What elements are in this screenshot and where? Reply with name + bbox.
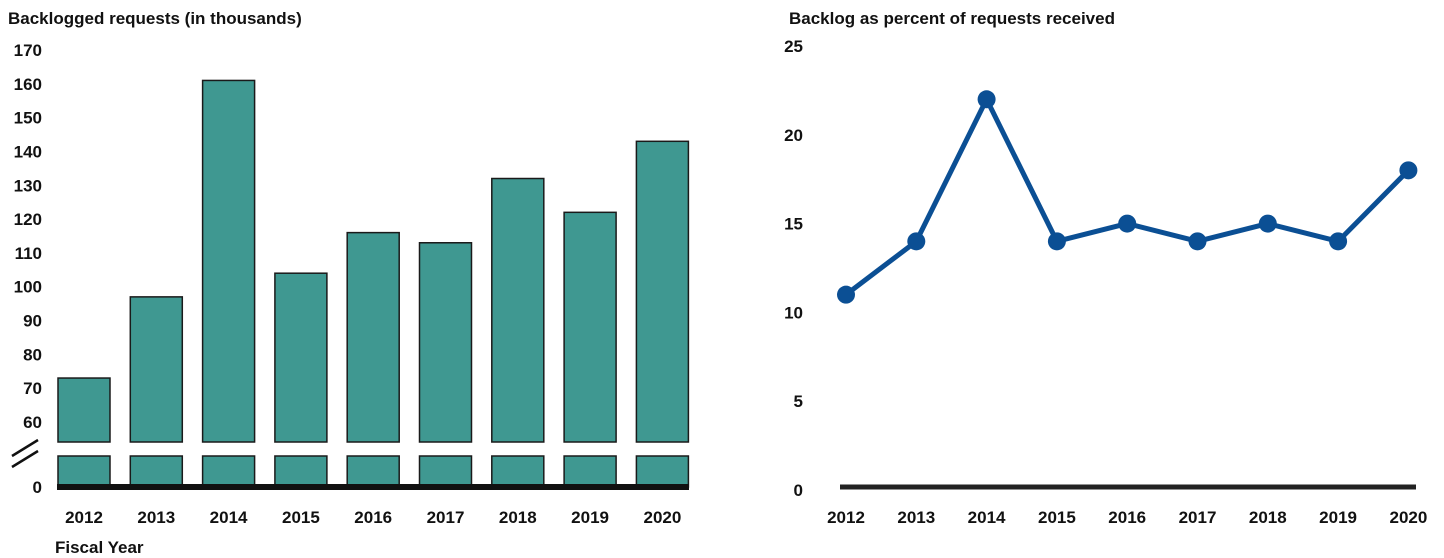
bar-2019-lower [563,455,617,488]
y-tick-label: 0 [794,481,803,500]
point-2019 [1329,232,1348,251]
bar-2017-lower [418,455,473,488]
x-tick-label: 2018 [1249,508,1287,527]
bar-2012-lower [57,455,111,488]
y-tick-label: 100 [14,278,42,297]
bar-2015-lower [274,455,328,488]
line-chart-title: Backlog as percent of requests received [789,9,1115,28]
point-2013 [907,232,926,251]
point-2017 [1188,232,1207,251]
bar-2019 [563,211,617,443]
bar-chart-title: Backlogged requests (in thousands) [8,9,302,28]
y-tick-label: 150 [14,109,42,128]
y-tick-label: 90 [23,312,42,331]
bar-2018 [491,177,545,443]
line-chart-series [837,90,1418,304]
point-2020 [1399,161,1418,180]
x-tick-label: 2012 [65,508,103,527]
x-tick-label: 2017 [1179,508,1217,527]
line-chart: Backlog as percent of requests received … [784,9,1427,527]
y-tick-label: 0 [33,478,42,497]
axis-break-marker [11,438,39,469]
x-tick-label: 2014 [968,508,1006,527]
y-tick-label: 5 [794,392,803,411]
y-tick-label: 25 [784,37,803,56]
x-tick-label: 2019 [1319,508,1357,527]
y-tick-label: 160 [14,75,42,94]
bar-2017 [418,242,473,443]
x-tick-label: 2013 [137,508,175,527]
x-tick-label: 2016 [354,508,392,527]
x-tick-label: 2014 [210,508,248,527]
x-tick-label: 2013 [897,508,935,527]
x-tick-label: 2012 [827,508,865,527]
point-2014 [977,90,996,109]
y-tick-label: 60 [23,413,42,432]
point-2018 [1258,214,1277,233]
bar-2020 [635,140,690,443]
y-tick-label: 170 [14,41,42,60]
y-tick-label: 70 [23,379,42,398]
bar-2013 [129,296,184,443]
y-tick-label: 20 [784,126,803,145]
x-tick-label: 2017 [427,508,465,527]
y-tick-label: 110 [15,244,42,263]
x-tick-label: 2018 [499,508,537,527]
bar-2014 [201,79,256,443]
bar-chart-bars [57,79,690,488]
bar-2013-lower [129,455,184,488]
point-2012 [837,285,855,304]
bar-2016 [346,231,400,443]
bar-chart-x-axis: 2012 2013 2014 2015 2016 2017 2018 2019 2020 [65,508,681,527]
bar-2012 [57,377,111,443]
bar-chart-y-axis: 170 160 150 140 130 120 110 100 90 80 70 60 0 [14,41,42,497]
line-chart-y-axis: 25 20 15 10 5 0 [784,37,803,500]
y-tick-label: 130 [14,176,42,195]
x-tick-label: 2016 [1108,508,1146,527]
bar-2018-lower [491,455,545,488]
bar-chart: Backlogged requests (in thousands) 170 16… [8,9,690,557]
bar-2016-lower [346,455,400,488]
y-tick-label: 80 [23,345,42,364]
x-tick-label: 2020 [643,508,681,527]
bar-2015 [274,272,328,443]
x-tick-label: 2015 [282,508,320,527]
x-tick-label: 2015 [1038,508,1076,527]
x-tick-label: 2020 [1389,508,1427,527]
bar-2020-lower [635,455,690,488]
y-tick-label: 120 [14,210,42,229]
point-2015 [1047,232,1066,251]
y-tick-label: 10 [784,303,803,322]
point-2016 [1118,214,1137,233]
y-tick-label: 140 [14,142,42,161]
series-line [844,96,1411,297]
line-chart-x-axis: 2012 2013 2014 2015 2016 2017 2018 2019 2020 [827,508,1427,527]
x-tick-label: 2019 [571,508,609,527]
bar-chart-x-axis-title: Fiscal Year [55,538,144,557]
bar-2014-lower [201,455,256,488]
y-tick-label: 15 [784,215,803,234]
